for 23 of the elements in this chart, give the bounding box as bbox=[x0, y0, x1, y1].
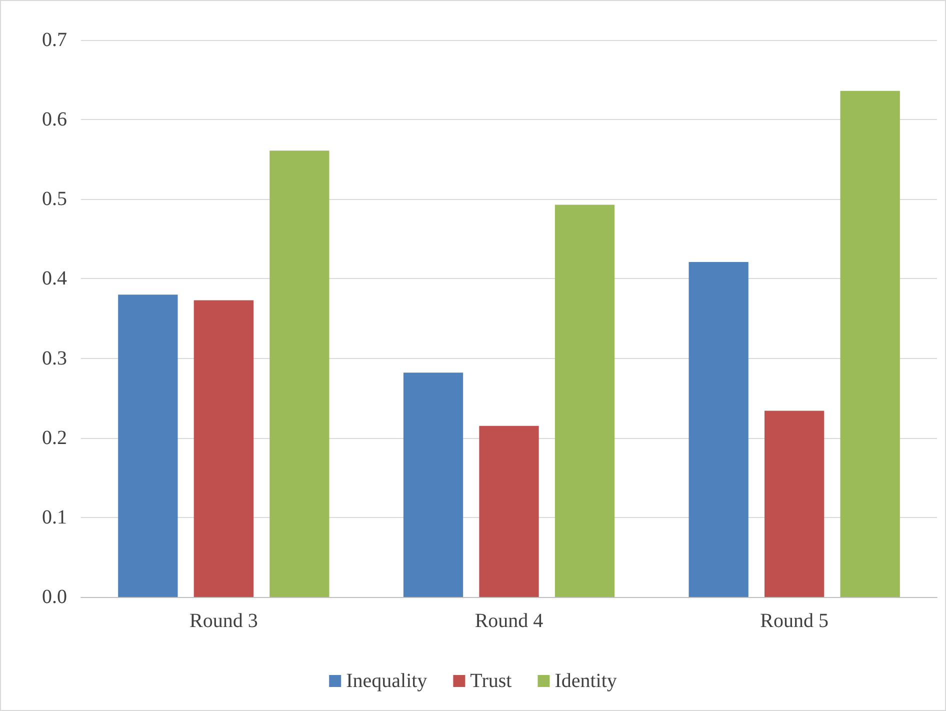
bar bbox=[764, 410, 824, 597]
y-tick-label: 0.1 bbox=[42, 506, 67, 528]
y-tick-label: 0.7 bbox=[42, 29, 67, 51]
legend-label: Inequality bbox=[346, 670, 428, 692]
x-tick-label: Round 5 bbox=[760, 610, 829, 632]
legend-label: Trust bbox=[470, 670, 512, 692]
y-tick-label: 0.2 bbox=[42, 426, 67, 449]
bar bbox=[118, 294, 178, 597]
legend-label: Identity bbox=[554, 670, 617, 692]
bar bbox=[554, 204, 615, 597]
bar bbox=[840, 90, 900, 597]
bar bbox=[403, 372, 464, 597]
y-tick-label: 0.4 bbox=[42, 268, 67, 290]
y-tick-label: 0.0 bbox=[42, 586, 67, 608]
y-tick-label: 0.3 bbox=[42, 347, 67, 370]
x-tick-label: Round 3 bbox=[189, 610, 258, 632]
bar bbox=[194, 300, 254, 597]
y-tick-label: 0.5 bbox=[42, 188, 67, 210]
y-tick-label: 0.6 bbox=[42, 108, 67, 131]
bar bbox=[479, 426, 539, 597]
bar bbox=[688, 262, 748, 597]
bar bbox=[270, 150, 330, 597]
x-tick-label: Round 4 bbox=[474, 610, 544, 632]
